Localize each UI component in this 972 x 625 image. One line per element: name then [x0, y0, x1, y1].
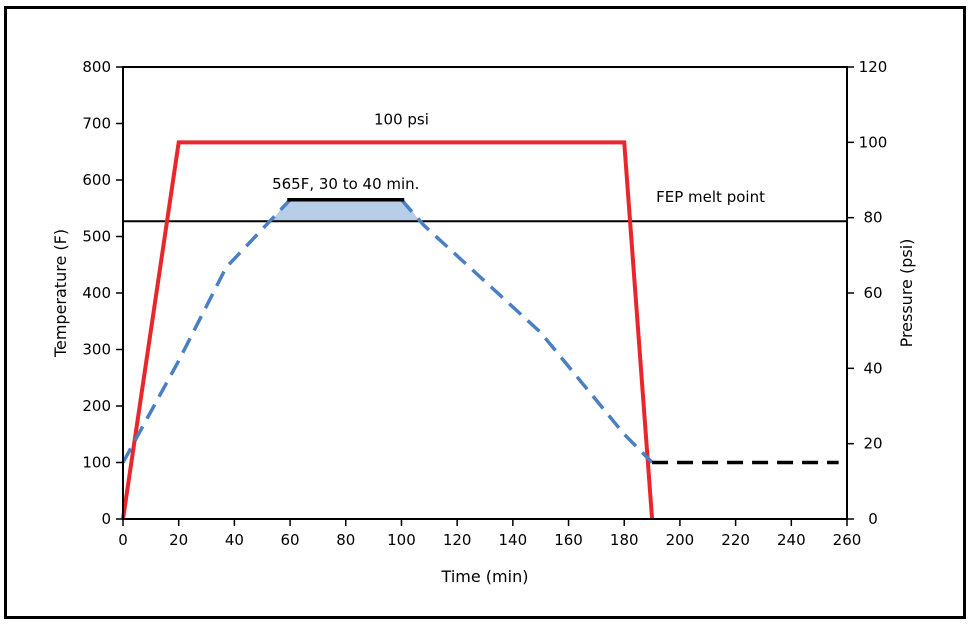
y-tick-label: 700	[82, 115, 111, 133]
y2-tick-label: 60	[863, 284, 882, 302]
x-tick-label: 40	[225, 531, 244, 549]
y-tick-label: 400	[82, 284, 111, 302]
y-tick-label: 0	[101, 510, 111, 528]
y-axis-title: Temperature (F)	[51, 229, 70, 358]
x-tick-label: 160	[554, 531, 583, 549]
x-tick-label: 80	[336, 531, 355, 549]
y-tick-label: 200	[82, 397, 111, 415]
pressure-annotation: 100 psi	[374, 110, 429, 128]
plot-area	[122, 66, 848, 520]
x-tick-label: 0	[118, 531, 128, 549]
x-tick-label: 200	[666, 531, 695, 549]
series-temperature	[121, 198, 654, 464]
x-tick-label: 140	[499, 531, 528, 549]
y2-tick-label: 80	[863, 209, 882, 227]
y-tick-label: 800	[82, 58, 111, 76]
x-tick-label: 260	[833, 531, 862, 549]
y-tick-label: 600	[82, 171, 111, 189]
y-tick-label: 300	[82, 341, 111, 359]
y2-axis-title: Pressure (psi)	[897, 239, 916, 348]
y2-tick-label: 0	[868, 510, 878, 528]
chart-frame	[4, 6, 966, 619]
x-tick-label: 240	[777, 531, 806, 549]
x-axis-title: Time (min)	[441, 567, 529, 586]
x-tick-label: 100	[387, 531, 416, 549]
x-tick-label: 60	[281, 531, 300, 549]
x-tick-label: 220	[721, 531, 750, 549]
hold-band	[271, 199, 420, 222]
melt-point-annotation: FEP melt point	[656, 188, 765, 206]
x-tick-label: 20	[169, 531, 188, 549]
series-pressure	[121, 140, 655, 520]
y-tick-label: 500	[82, 228, 111, 246]
y2-tick-label: 20	[863, 435, 882, 453]
hold-annotation: 565F, 30 to 40 min.	[272, 175, 419, 193]
y2-tick-label: 120	[859, 58, 888, 76]
x-tick-label: 120	[443, 531, 472, 549]
y2-tick-label: 100	[859, 133, 888, 151]
x-tick-label: 180	[610, 531, 639, 549]
y-tick-label: 100	[82, 454, 111, 472]
y2-tick-label: 40	[863, 359, 882, 377]
